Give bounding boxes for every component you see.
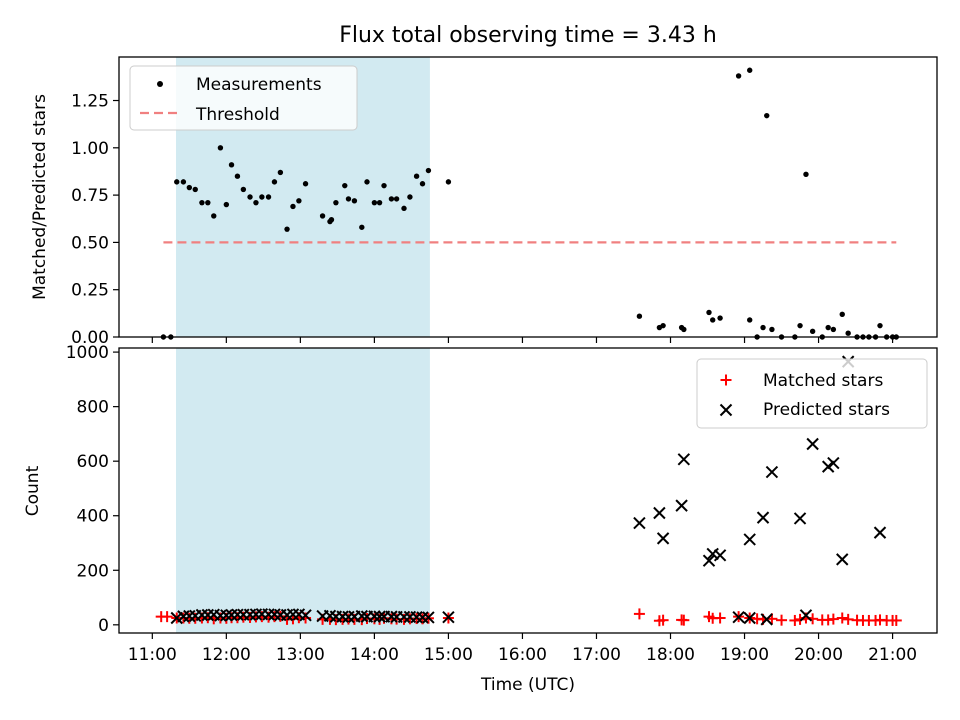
observing-window-bottom	[176, 348, 430, 633]
measurement-point	[193, 187, 198, 192]
measurement-point	[284, 226, 289, 231]
measurement-point	[877, 323, 882, 328]
measurement-point	[346, 196, 351, 201]
measurement-point	[278, 170, 283, 175]
x-tick-label: 17:00	[572, 645, 621, 665]
x-tick-label: 14:00	[350, 645, 399, 665]
top-y-tick-label: 0.75	[71, 186, 109, 206]
measurement-point	[296, 198, 301, 203]
measurement-point	[797, 323, 802, 328]
x-tick-label: 21:00	[868, 645, 917, 665]
measurement-point	[359, 225, 364, 230]
measurement-point	[681, 327, 686, 332]
measurement-point	[810, 329, 815, 334]
x-axis-label: Time (UTC)	[480, 675, 575, 695]
measurement-point	[247, 194, 252, 199]
measurement-point	[426, 168, 431, 173]
measurement-point	[845, 331, 850, 336]
top-legend: Measurements Threshold	[130, 66, 357, 130]
measurement-point	[181, 179, 186, 184]
x-tick-label: 13:00	[276, 645, 325, 665]
x-tick-label: 11:00	[128, 645, 177, 665]
x-tick-label: 18:00	[646, 645, 695, 665]
measurement-point	[760, 325, 765, 330]
measurement-point	[764, 113, 769, 118]
measurement-point	[769, 327, 774, 332]
bottom-legend: Matched stars Predicted stars	[697, 359, 927, 428]
measurement-point	[377, 200, 382, 205]
top-y-tick-label: 1.00	[71, 139, 109, 159]
measurement-point	[717, 315, 722, 320]
top-y-label: Matched/Predicted stars	[30, 94, 50, 300]
legend-measurements-marker	[157, 81, 163, 87]
top-y-tick-label: 0.25	[71, 281, 109, 301]
measurement-point	[381, 183, 386, 188]
measurement-point	[710, 317, 715, 322]
measurement-point	[218, 145, 223, 150]
legend-threshold-label: Threshold	[195, 105, 280, 125]
measurement-point	[706, 310, 711, 315]
x-tick-label: 12:00	[202, 645, 251, 665]
measurement-point	[747, 68, 752, 73]
bottom-y-tick-label: 400	[77, 507, 109, 527]
measurement-point	[637, 313, 642, 318]
measurement-point	[229, 162, 234, 167]
x-tick-label: 19:00	[720, 645, 769, 665]
bottom-y-label: Count	[23, 465, 43, 516]
bottom-y-tick-label: 800	[77, 398, 109, 418]
measurement-point	[187, 185, 192, 190]
measurement-point	[352, 198, 357, 203]
measurement-point	[747, 317, 752, 322]
measurement-point	[803, 172, 808, 177]
x-tick-label: 16:00	[498, 645, 547, 665]
measurement-point	[372, 200, 377, 205]
measurement-point	[224, 202, 229, 207]
measurement-point	[831, 327, 836, 332]
x-tick-label: 20:00	[794, 645, 843, 665]
bottom-y-tick-label: 200	[77, 561, 109, 581]
x-tick-label: 15:00	[424, 645, 473, 665]
measurement-point	[199, 200, 204, 205]
measurement-point	[825, 325, 830, 330]
measurement-point	[241, 187, 246, 192]
top-y-tick-label: 1.25	[71, 92, 109, 112]
measurement-point	[333, 200, 338, 205]
measurement-point	[259, 194, 264, 199]
measurement-point	[272, 179, 277, 184]
measurement-point	[211, 213, 216, 218]
measurement-point	[320, 213, 325, 218]
measurement-point	[414, 173, 419, 178]
measurement-point	[446, 179, 451, 184]
measurement-point	[840, 312, 845, 317]
measurement-point	[660, 323, 665, 328]
bottom-y-tick-label: 0	[98, 616, 109, 636]
legend-predicted-label: Predicted stars	[763, 400, 890, 420]
measurement-point	[290, 204, 295, 209]
bottom-y-tick-label: 1000	[66, 343, 109, 363]
measurement-point	[235, 173, 240, 178]
measurement-point	[364, 179, 369, 184]
measurement-point	[174, 179, 179, 184]
figure: Flux total observing time = 3.43 h 0.000…	[0, 0, 960, 720]
measurement-point	[342, 183, 347, 188]
measurement-point	[389, 196, 394, 201]
measurement-point	[329, 217, 334, 222]
chart-title: Flux total observing time = 3.43 h	[339, 23, 717, 48]
measurement-point	[253, 200, 258, 205]
measurement-point	[401, 206, 406, 211]
measurement-point	[736, 73, 741, 78]
legend-measurements-label: Measurements	[196, 75, 322, 95]
measurement-point	[407, 194, 412, 199]
measurement-point	[266, 194, 271, 199]
legend-matched-label: Matched stars	[763, 371, 883, 391]
measurement-point	[205, 200, 210, 205]
measurement-point	[420, 181, 425, 186]
measurement-point	[303, 181, 308, 186]
measurement-point	[394, 196, 399, 201]
bottom-y-tick-label: 600	[77, 452, 109, 472]
top-y-tick-label: 0.50	[71, 233, 109, 253]
